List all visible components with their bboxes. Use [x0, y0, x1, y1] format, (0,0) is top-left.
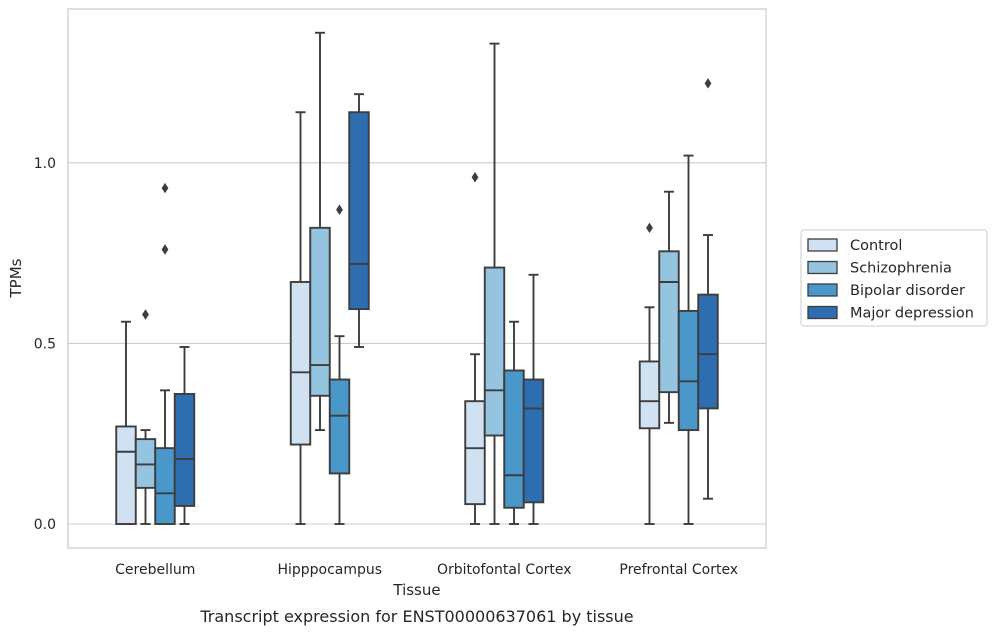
chart-caption: Transcript expression for ENST0000063706… — [199, 607, 633, 626]
box-iqr — [173, 393, 196, 507]
legend-label: Control — [850, 238, 902, 254]
box-prefrontal-cortex-control — [638, 222, 661, 525]
box-iqr — [522, 378, 545, 504]
box-iqr — [483, 266, 506, 437]
outlier-point — [142, 309, 149, 320]
box-orbitofontal-cortex-major-depression — [522, 273, 545, 525]
box-iqr — [677, 309, 700, 432]
box-iqr — [289, 281, 312, 446]
box-iqr — [328, 378, 351, 475]
legend-item-schizophrenia: Schizophrenia — [807, 260, 952, 277]
y-axis-title: TPMs — [7, 258, 25, 298]
box-cerebellum-schizophrenia — [134, 309, 157, 525]
box-orbitofontal-cortex-control — [464, 172, 486, 525]
box-prefrontal-cortex-major-depression — [697, 78, 719, 500]
legend-swatch — [807, 260, 838, 275]
box-orbitofontal-cortex-bipolar-disorder — [503, 320, 525, 525]
legend-swatch — [807, 238, 838, 252]
box-iqr — [115, 425, 137, 525]
box-hipppocampus-bipolar-disorder — [328, 204, 351, 525]
legend-swatch — [807, 305, 838, 320]
outlier-point — [704, 78, 712, 89]
box-prefrontal-cortex-schizophrenia — [658, 190, 680, 424]
outlier-point — [161, 244, 169, 255]
x-axis-title: Tissue — [392, 581, 440, 599]
plot-frame — [67, 8, 767, 549]
box-orbitofontal-cortex-schizophrenia — [483, 42, 506, 525]
x-tick-label-hipppocampus: Hipppocampus — [277, 562, 382, 578]
x-tick-label-orbitofontal-cortex: Orbitofontal Cortex — [437, 562, 572, 578]
outlier-point — [471, 172, 479, 183]
outlier-point — [161, 182, 169, 194]
legend-item-control: Control — [807, 238, 902, 254]
box-group-hipppocampus — [289, 31, 370, 525]
box-prefrontal-cortex-bipolar-disorder — [677, 154, 700, 525]
legend: Control Schizophrenia Bipolar disorder Majo… — [800, 229, 988, 327]
y-tick-label: 0.0 — [34, 517, 56, 533]
box-group-orbitofontal-cortex — [464, 42, 545, 525]
y-tick-label: 1.0 — [34, 156, 56, 172]
box-group-cerebellum — [115, 182, 196, 525]
legend-label: Major depression — [850, 306, 974, 322]
box-iqr — [464, 400, 486, 506]
box-iqr — [697, 293, 719, 410]
box-group-prefrontal-cortex — [638, 78, 719, 525]
legend-swatch — [807, 283, 838, 297]
legend-frame — [800, 229, 988, 327]
y-tick-label: 0.5 — [34, 336, 56, 352]
x-tick-label-prefrontal-cortex: Prefrontal Cortex — [619, 562, 738, 578]
box-cerebellum-major-depression — [173, 346, 196, 525]
box-iqr — [348, 111, 370, 311]
legend-item-major-depression: Major depression — [807, 305, 974, 322]
outlier-point — [646, 222, 653, 234]
box-hipppocampus-control — [289, 111, 312, 525]
box-iqr — [309, 226, 331, 397]
box-hipppocampus-schizophrenia — [309, 31, 331, 432]
box-iqr — [658, 250, 680, 394]
box-iqr — [154, 447, 176, 525]
legend-label: Schizophrenia — [850, 261, 952, 277]
box-iqr — [503, 369, 525, 509]
y-tick-labels: 0.00.51.01.52.02.5 — [34, 156, 56, 533]
box-iqr — [638, 360, 661, 430]
box-cerebellum-bipolar-disorder — [154, 182, 176, 525]
box-cerebellum-control — [115, 320, 137, 525]
legend-label: Bipolar disorder — [850, 283, 965, 299]
box-groups — [115, 31, 719, 525]
box-hipppocampus-major-depression — [348, 93, 370, 348]
outlier-point — [336, 204, 343, 215]
x-tick-labels: Cerebellum Hipppocampus Orbitofontal Corte… — [115, 562, 738, 578]
legend-item-bipolar-disorder: Bipolar disorder — [807, 283, 965, 299]
x-tick-label-cerebellum: Cerebellum — [115, 562, 195, 578]
